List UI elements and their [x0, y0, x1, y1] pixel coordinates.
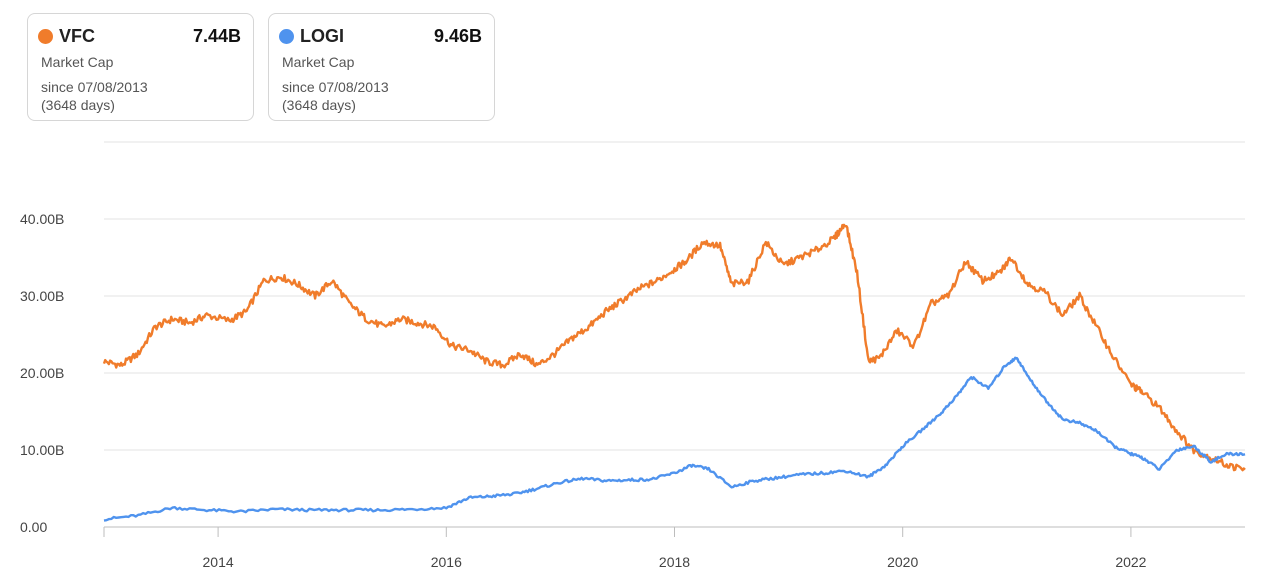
y-tick-label: 30.00B [20, 288, 64, 304]
legend-value: 7.44B [192, 26, 241, 46]
x-tick-label: 2020 [887, 554, 918, 570]
legend-since-date: since 07/08/2013 [282, 79, 389, 95]
legend-value: 9.46B [433, 26, 482, 46]
legend-since-date: since 07/08/2013 [41, 79, 148, 95]
y-tick-label: 0.00 [20, 519, 47, 535]
x-axis: 2014 2016 2018 2020 2022 [103, 527, 1147, 570]
legend-ticker: VFC [59, 26, 95, 46]
x-tick-label: 2022 [1115, 554, 1146, 570]
y-tick-label: 10.00B [20, 442, 64, 458]
series-line-vfc[interactable] [102, 223, 1246, 472]
legend-since-days: (3648 days) [282, 97, 356, 113]
legend-metric: Market Cap [282, 54, 355, 70]
legend-since: since 07/08/2013 (3648 days) [282, 78, 389, 114]
legend-metric: Market Cap [41, 54, 114, 70]
series-lines [102, 223, 1246, 522]
legend-card-vfc[interactable]: VFC 7.44B Market Cap since 07/08/2013 (3… [27, 13, 254, 121]
y-tick-label: 20.00B [20, 365, 64, 381]
legend-since: since 07/08/2013 (3648 days) [41, 78, 148, 114]
legend-since-days: (3648 days) [41, 97, 115, 113]
y-tick-label: 40.00B [20, 211, 64, 227]
legend-card-header: VFC 7.44B [38, 26, 241, 48]
legend-card-header: LOGI 9.46B [279, 26, 482, 48]
legend-card-logi[interactable]: LOGI 9.46B Market Cap since 07/08/2013 (… [268, 13, 495, 121]
x-tick-label: 2016 [431, 554, 462, 570]
series-color-dot [279, 29, 294, 44]
chart-grid [104, 141, 1245, 528]
x-tick-label: 2018 [659, 554, 690, 570]
series-line-logi[interactable] [103, 356, 1246, 522]
series-color-dot [38, 29, 53, 44]
y-axis: 0.00 10.00B 20.00B 30.00B 40.00B [20, 211, 64, 535]
legend-ticker: LOGI [300, 26, 344, 46]
x-tick-label: 2014 [203, 554, 234, 570]
